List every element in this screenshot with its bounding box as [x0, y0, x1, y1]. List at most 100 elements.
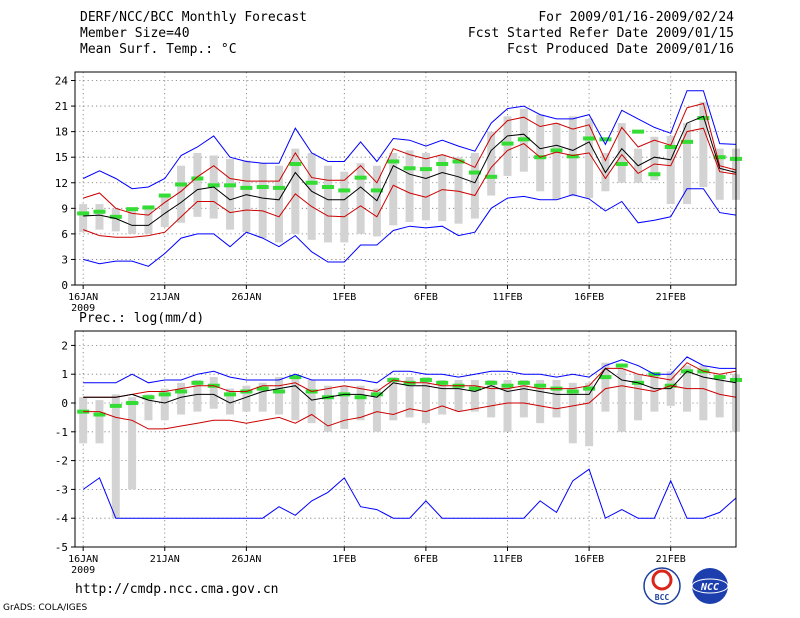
- ensemble-median-marker: [338, 188, 351, 193]
- ensemble-range-bar: [683, 123, 692, 205]
- x-tick-year-label: 2009: [71, 303, 95, 314]
- ensemble-median-marker: [354, 175, 367, 180]
- ncc-logo-orbit: [691, 578, 729, 594]
- ensemble-range-bar: [519, 379, 528, 418]
- y-tick-label: -5: [55, 541, 68, 554]
- ensemble-range-bar: [193, 152, 202, 217]
- ensemble-median-marker: [158, 193, 171, 198]
- ensemble-median-marker: [452, 159, 465, 164]
- bcc-logo-swirl: [651, 569, 673, 591]
- max-series-line: [83, 356, 736, 384]
- ensemble-range-bar: [258, 163, 267, 239]
- ensemble-range-bar: [503, 116, 512, 176]
- ensemble-median-marker: [224, 392, 237, 397]
- x-tick-label: 16FEB: [574, 554, 604, 565]
- ensemble-median-marker: [207, 183, 220, 188]
- ensemble-range-bar: [226, 158, 235, 230]
- y-tick-label: 15: [55, 151, 68, 164]
- ensemble-median-marker: [615, 363, 628, 368]
- ensemble-range-bar: [160, 388, 169, 421]
- ensemble-median-marker: [583, 386, 596, 391]
- ensemble-range-bar: [340, 171, 349, 243]
- ensemble-range-bar: [503, 379, 512, 432]
- grads-credit: GrADS: COLA/IGES: [3, 603, 88, 613]
- ensemble-range-bar: [128, 210, 137, 234]
- ensemble-range-bar: [487, 131, 496, 196]
- forecast-period: For 2009/01/16-2009/02/24: [538, 10, 734, 25]
- ensemble-median-marker: [256, 185, 269, 190]
- y-tick-label: 24: [55, 75, 69, 88]
- ensemble-range-bar: [111, 394, 120, 519]
- chart-title: DERF/NCC/BCC Monthly Forecast: [80, 10, 307, 25]
- x-tick-label: 11FEB: [492, 292, 522, 303]
- ensemble-range-bar: [552, 123, 561, 200]
- ensemble-median-marker: [534, 383, 547, 388]
- ensemble-range-bar: [634, 374, 643, 421]
- ensemble-range-bar: [242, 385, 251, 412]
- ensemble-median-marker: [321, 185, 334, 190]
- y-tick-label: 12: [55, 177, 68, 190]
- max-series-line: [82, 90, 737, 190]
- precip-title: Prec.: log(mm/d): [79, 311, 204, 326]
- ensemble-range-bar: [438, 154, 447, 222]
- ensemble-range-bar: [601, 362, 610, 412]
- upper-series-line: [83, 362, 737, 398]
- ensemble-median-marker: [370, 188, 383, 193]
- ensemble-range-bar: [421, 152, 430, 221]
- ensemble-median-marker: [289, 375, 302, 380]
- ncc-logo-disc: [692, 568, 728, 604]
- source-url[interactable]: http://cmdp.ncc.cma.gov.cn: [75, 582, 279, 597]
- variable-label: Mean Surf. Temp.: °C: [80, 42, 237, 57]
- ensemble-range-bar: [307, 379, 316, 424]
- ensemble-median-marker: [615, 162, 628, 167]
- ensemble-range-bar: [487, 379, 496, 418]
- ensemble-median-marker: [664, 144, 677, 149]
- lower-series-line: [83, 127, 737, 238]
- ensemble-range-bar: [372, 388, 381, 432]
- y-tick-label: 3: [61, 253, 68, 266]
- ensemble-range-bar: [160, 195, 169, 228]
- ensemble-median-marker: [273, 185, 286, 190]
- ensemble-range-bar: [699, 101, 708, 188]
- x-tick-label: 26JAN: [231, 292, 261, 303]
- upper-series-line: [83, 102, 737, 216]
- ensemble-median-marker: [485, 174, 498, 179]
- ensemble-range-bar: [291, 377, 300, 421]
- ensemble-median-marker: [109, 403, 122, 408]
- ensemble-median-marker: [175, 389, 188, 394]
- ensemble-median-marker: [599, 375, 612, 380]
- x-tick-label: 21JAN: [150, 292, 180, 303]
- x-tick-label: 1FEB: [332, 292, 356, 303]
- x-tick-label: 11FEB: [492, 554, 522, 565]
- ensemble-median-marker: [566, 154, 579, 159]
- ncc-logo-text: NCC: [700, 582, 719, 593]
- y-tick-label: 21: [55, 100, 68, 113]
- ensemble-median-marker: [191, 176, 204, 181]
- bcc-logo-text: BCC: [655, 593, 670, 602]
- x-tick-label: 6FEB: [414, 292, 438, 303]
- ensemble-median-marker: [419, 377, 432, 382]
- ensemble-range-bar: [438, 379, 447, 415]
- ensemble-range-bar: [715, 374, 724, 418]
- ensemble-median-marker: [256, 386, 269, 391]
- ensemble-range-bar: [323, 165, 332, 243]
- ensemble-median-marker: [191, 380, 204, 385]
- y-tick-label: 6: [61, 228, 68, 241]
- y-tick-label: 18: [55, 126, 68, 139]
- ensemble-range-bar: [275, 377, 284, 415]
- ensemble-median-marker: [93, 209, 106, 214]
- ensemble-median-marker: [436, 380, 449, 385]
- ensemble-median-marker: [224, 183, 237, 188]
- plot-frame: [74, 330, 737, 548]
- lower-series-line: [83, 385, 737, 430]
- ensemble-median-marker: [387, 159, 400, 164]
- y-tick-label: -3: [55, 483, 68, 496]
- ensemble-range-bar: [177, 382, 186, 415]
- member-size: Member Size=40: [80, 26, 190, 41]
- ensemble-median-marker: [158, 392, 171, 397]
- ensemble-median-marker: [468, 170, 481, 175]
- ensemble-range-bar: [421, 377, 430, 424]
- ensemble-range-bar: [552, 379, 561, 418]
- ensemble-median-marker: [550, 148, 563, 153]
